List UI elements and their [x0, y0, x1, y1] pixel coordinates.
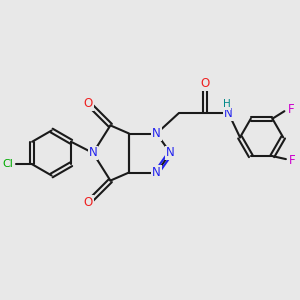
- Text: N: N: [88, 146, 98, 160]
- Text: O: O: [84, 196, 93, 209]
- Text: N: N: [224, 107, 233, 120]
- Text: Cl: Cl: [3, 159, 13, 169]
- Text: O: O: [200, 77, 209, 90]
- Text: F: F: [288, 103, 294, 116]
- Text: H: H: [223, 99, 231, 110]
- Text: F: F: [289, 154, 295, 167]
- Text: N: N: [152, 166, 161, 179]
- Text: O: O: [84, 97, 93, 110]
- Text: N: N: [152, 127, 161, 140]
- Text: N: N: [166, 146, 175, 160]
